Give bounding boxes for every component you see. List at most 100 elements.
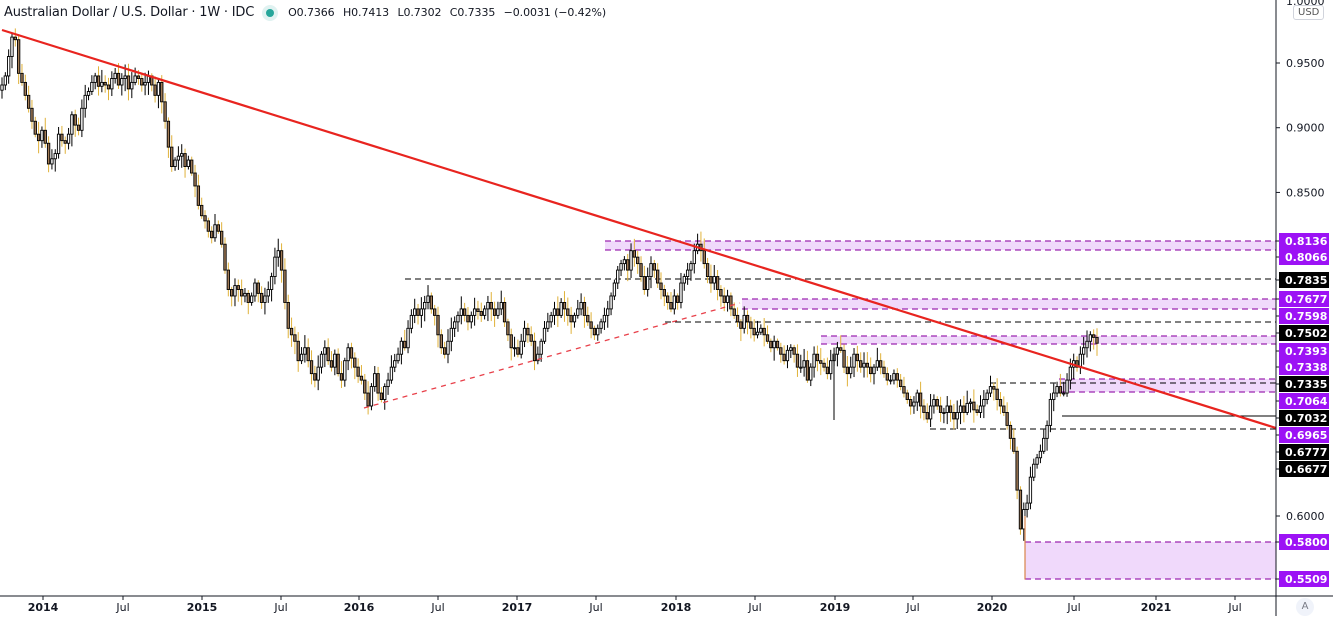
candle-down <box>429 295 433 310</box>
price-zone[interactable] <box>821 336 1276 344</box>
price-label-text: 0.7677 <box>1285 293 1327 306</box>
candle-up <box>266 289 270 297</box>
candle-down <box>223 243 227 271</box>
candle-down <box>279 250 284 271</box>
candle-up <box>273 256 277 278</box>
candle-up <box>849 366 853 375</box>
candle-down <box>200 204 204 217</box>
candle-up <box>829 360 833 375</box>
candle-up <box>576 308 580 316</box>
candle-down <box>339 373 344 381</box>
price-axis[interactable]: 0.9500 0.9000 0.8500 0.6000 <box>1276 57 1325 523</box>
candle-down <box>103 81 107 86</box>
descending-trendline[interactable] <box>1 28 1277 430</box>
price-label-text: 0.7032 <box>1285 412 1327 425</box>
price-label-badge <box>1279 444 1329 460</box>
candle-up <box>426 295 430 303</box>
candle-up <box>269 276 274 290</box>
candle-down <box>975 409 979 413</box>
time-tick-label: Jul <box>588 601 602 614</box>
candle-up <box>1088 334 1092 342</box>
price-tick-label: 0.9000 <box>1286 122 1325 135</box>
candle-up <box>519 340 523 355</box>
candle-down <box>76 124 81 131</box>
candle-down <box>815 353 820 362</box>
symbol-title[interactable]: Australian Dollar / U.S. Dollar · 1W · I… <box>4 5 255 20</box>
price-zone[interactable] <box>1059 379 1276 392</box>
candle-down <box>403 340 407 349</box>
candle-down <box>569 314 573 323</box>
price-zone[interactable] <box>742 299 1276 309</box>
candle-down <box>642 276 647 290</box>
candle-up <box>1062 392 1066 395</box>
candle-up <box>389 366 394 381</box>
candle-up <box>1068 366 1073 381</box>
candle-down <box>972 401 976 411</box>
candle-up <box>572 314 577 323</box>
price-zone[interactable] <box>605 241 1276 250</box>
price-label-badge <box>1279 393 1329 409</box>
candle-up <box>10 36 14 57</box>
candle-up <box>423 301 427 310</box>
currency-badge[interactable]: USD <box>1293 5 1325 20</box>
candle-up <box>835 347 840 355</box>
candle-up <box>539 340 543 355</box>
candle-up <box>602 314 607 323</box>
auto-scale-button[interactable]: A <box>1296 598 1314 616</box>
candle-down <box>23 81 27 96</box>
candle-down <box>636 256 640 265</box>
candle-up <box>369 386 374 407</box>
time-tick-label: 2014 <box>28 601 59 614</box>
candle-down <box>239 289 244 297</box>
candle-down <box>166 120 171 148</box>
candle-up <box>449 327 453 342</box>
candle-down <box>666 295 670 303</box>
trendlines-layer[interactable] <box>1 28 1277 430</box>
candle-up <box>512 347 517 350</box>
candle-down <box>1012 437 1016 452</box>
candle-down <box>286 301 290 329</box>
candle-down <box>1005 412 1009 426</box>
candle-up <box>406 327 410 349</box>
candle-down <box>236 285 240 290</box>
candle-up <box>53 153 57 160</box>
price-label-badge <box>1279 233 1329 249</box>
candle-up <box>755 331 760 336</box>
candle-down <box>779 347 783 355</box>
candle-up <box>772 340 776 349</box>
candle-down <box>36 133 41 142</box>
candle-down <box>669 301 673 310</box>
candle-down <box>948 405 953 413</box>
candle-up <box>346 347 350 362</box>
candle-up <box>1028 476 1033 504</box>
candle-down <box>509 334 513 349</box>
candle-up <box>799 366 803 369</box>
candle-down <box>516 347 520 355</box>
candle-up <box>552 308 557 316</box>
zones-layer <box>605 240 1276 580</box>
candle-down <box>140 78 144 86</box>
time-tick-label: 2020 <box>977 601 1008 614</box>
time-axis[interactable]: 2014 Jul 2015 Jul 2016 Jul 2017 Jul 2018 Jul 2019 J… <box>28 596 1242 614</box>
time-tick-label: Jul <box>273 601 287 614</box>
price-tick-label: 0.9500 <box>1286 57 1325 70</box>
candle-up <box>249 295 254 303</box>
candle-up <box>559 301 563 316</box>
price-label-text: 0.8066 <box>1285 251 1328 264</box>
candle-up <box>469 314 473 323</box>
time-tick-label: 2016 <box>344 601 375 614</box>
candle-up <box>646 276 650 290</box>
candle-up <box>120 78 124 86</box>
candle-down <box>869 366 873 375</box>
candle-down <box>805 360 810 381</box>
candle-down <box>379 392 384 400</box>
candle-up <box>419 308 424 316</box>
candle-down <box>163 101 167 122</box>
candle-up <box>100 81 104 87</box>
candle-down <box>922 405 926 413</box>
candle-down <box>502 301 507 323</box>
price-zone[interactable] <box>1025 542 1276 579</box>
candle-up <box>299 353 304 362</box>
